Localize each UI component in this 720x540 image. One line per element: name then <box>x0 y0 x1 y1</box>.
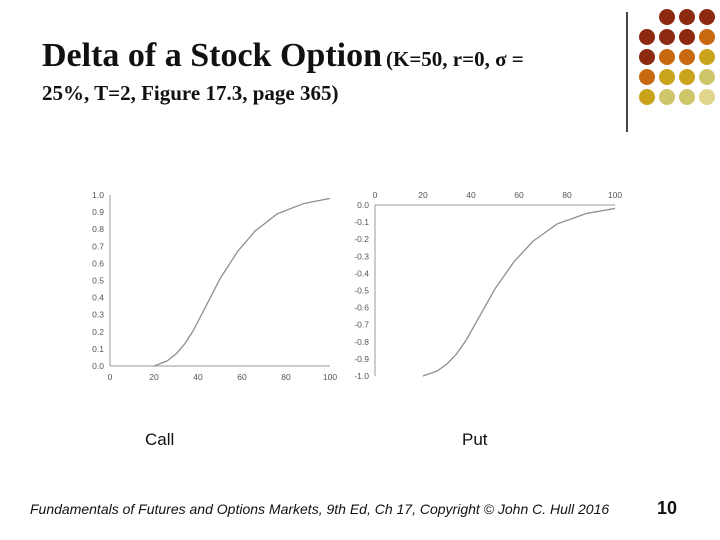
x-tick-label: 100 <box>608 190 622 200</box>
decor-dot <box>679 69 695 85</box>
y-tick-label: 0.0 <box>357 200 369 210</box>
x-tick-label: 0 <box>373 190 378 200</box>
y-tick-label: -0.2 <box>354 234 369 244</box>
x-tick-label: 40 <box>466 190 476 200</box>
x-tick-label: 40 <box>193 372 203 382</box>
x-tick-label: 80 <box>562 190 572 200</box>
x-tick-label: 100 <box>323 372 337 382</box>
y-tick-label: 0.6 <box>92 258 104 268</box>
decor-dot <box>699 69 715 85</box>
decor-dot <box>699 49 715 65</box>
y-tick-label: -0.3 <box>354 251 369 261</box>
x-tick-label: 0 <box>108 372 113 382</box>
y-tick-label: -0.6 <box>354 303 369 313</box>
decorative-dot-grid <box>639 9 715 105</box>
y-tick-label: 0.7 <box>92 241 104 251</box>
y-tick-label: 0.0 <box>92 361 104 371</box>
y-tick-label: -1.0 <box>354 371 369 381</box>
put-caption: Put <box>462 430 488 449</box>
y-tick-label: -0.4 <box>354 268 369 278</box>
y-tick-label: -0.1 <box>354 217 369 227</box>
call-caption: Call <box>145 430 175 449</box>
y-tick-label: 0.3 <box>92 310 104 320</box>
title-main: Delta of a Stock Option <box>42 37 382 74</box>
put-delta-chart: 0.0 -0.1 -0.2 -0.3 -0.4 -0.5 -0.6 -0.7 -0.8 -0.9 -… <box>354 190 622 381</box>
y-tick-label: 0.9 <box>92 207 104 217</box>
decor-dot <box>639 89 655 105</box>
x-tick-label: 20 <box>418 190 428 200</box>
decor-dot <box>679 49 695 65</box>
y-tick-label: -0.7 <box>354 320 369 330</box>
decor-dot <box>679 29 695 45</box>
decor-dot <box>659 29 675 45</box>
y-tick-label: -0.8 <box>354 337 369 347</box>
x-tick-label: 60 <box>237 372 247 382</box>
y-tick-label: 0.5 <box>92 276 104 286</box>
x-tick-label: 60 <box>514 190 524 200</box>
decor-dot <box>659 89 675 105</box>
footer-copyright: Fundamentals of Futures and Options Mark… <box>30 501 610 517</box>
y-tick-label: -0.9 <box>354 354 369 364</box>
y-tick-label: 0.1 <box>92 344 104 354</box>
delta-series-line <box>153 197 331 367</box>
decor-dot <box>679 9 695 25</box>
delta-series-line <box>422 207 616 377</box>
y-tick-label: 1.0 <box>92 190 104 200</box>
decor-dot <box>659 69 675 85</box>
decor-dot <box>699 9 715 25</box>
y-tick-label: 0.4 <box>92 293 104 303</box>
title-params-1: (K=50, r=0, σ = <box>386 47 524 71</box>
y-tick-label: 0.2 <box>92 327 104 337</box>
slide-title: Delta of a Stock Option (K=50, r=0, σ = … <box>42 36 622 105</box>
decor-dot <box>639 49 655 65</box>
x-tick-label: 80 <box>281 372 291 382</box>
call-delta-chart: 0.0 0.1 0.2 0.3 0.4 0.5 0.6 0.7 0.8 0.9 1.0 0 20 40 60… <box>92 190 337 382</box>
y-tick-label: -0.5 <box>354 286 369 296</box>
decor-dot <box>699 89 715 105</box>
decor-dot <box>639 29 655 45</box>
page-number: 10 <box>657 498 678 518</box>
decor-dot <box>659 9 675 25</box>
title-params-2: 25%, T=2, Figure 17.3, page 365) <box>42 81 339 106</box>
decor-dot <box>699 29 715 45</box>
y-tick-label: 0.8 <box>92 224 104 234</box>
x-tick-label: 20 <box>149 372 159 382</box>
decor-dot <box>639 69 655 85</box>
decor-dot <box>679 89 695 105</box>
decor-dot <box>659 49 675 65</box>
divider-line <box>626 12 628 132</box>
